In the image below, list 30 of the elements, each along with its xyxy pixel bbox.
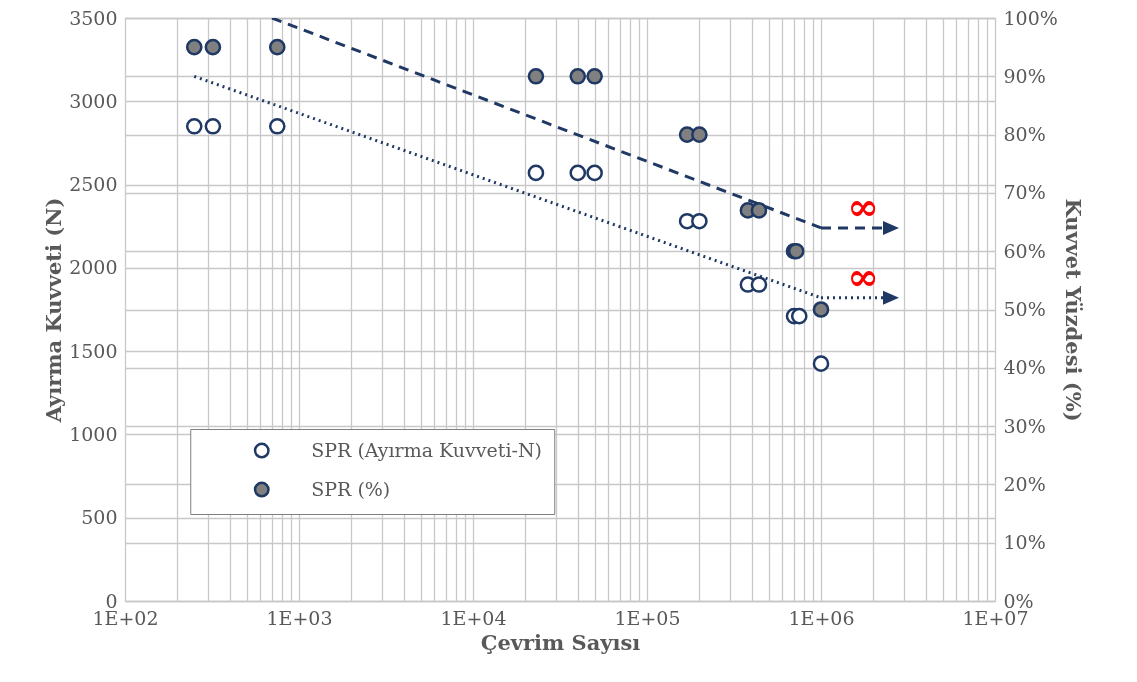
y2-tick-label: 70% xyxy=(1003,181,1046,204)
y-tick-label: 0 xyxy=(105,589,118,612)
y-tick-label: 2500 xyxy=(69,173,118,196)
annotation: ∞ xyxy=(847,183,879,229)
y2-tick-label: 20% xyxy=(1003,472,1046,495)
y-tick-label: 3500 xyxy=(69,6,118,29)
y-tick-label: 1500 xyxy=(69,339,118,362)
y2-tick-label: 40% xyxy=(1003,356,1046,379)
y-axis-title: Ayırma Kuvveti (N) xyxy=(41,197,67,424)
y2-tick-label: 0% xyxy=(1003,589,1034,612)
x-axis-title: Çevrim Sayısı xyxy=(480,629,641,655)
x-tick-label: 1E+03 xyxy=(266,606,333,629)
legend-label: SPR (Ayırma Kuvveti-N) xyxy=(311,438,542,461)
x-tick-label: 1E+05 xyxy=(614,606,681,629)
x-tick-label: 1E+04 xyxy=(440,606,507,629)
y-tick-label: 2000 xyxy=(69,256,118,279)
y-tick-label: 500 xyxy=(81,506,118,529)
y-tick-label: 1000 xyxy=(69,422,118,445)
annotation: ∞ xyxy=(847,253,879,299)
y-tick-label: 3000 xyxy=(69,89,118,112)
y2-tick-label: 50% xyxy=(1003,298,1046,320)
x-tick-label: 1E+06 xyxy=(788,606,855,629)
y2-tick-label: 100% xyxy=(1003,6,1058,29)
legend-label: SPR (%) xyxy=(311,477,391,500)
y2-tick-label: 60% xyxy=(1003,239,1046,262)
y2-tick-label: 30% xyxy=(1003,414,1046,437)
y2-tick-label: 80% xyxy=(1003,123,1046,146)
y2-tick-label: 10% xyxy=(1003,531,1046,554)
y2-axis-title: Kuvvet Yüzdesi (%) xyxy=(1060,198,1086,422)
y2-tick-label: 90% xyxy=(1003,64,1046,87)
